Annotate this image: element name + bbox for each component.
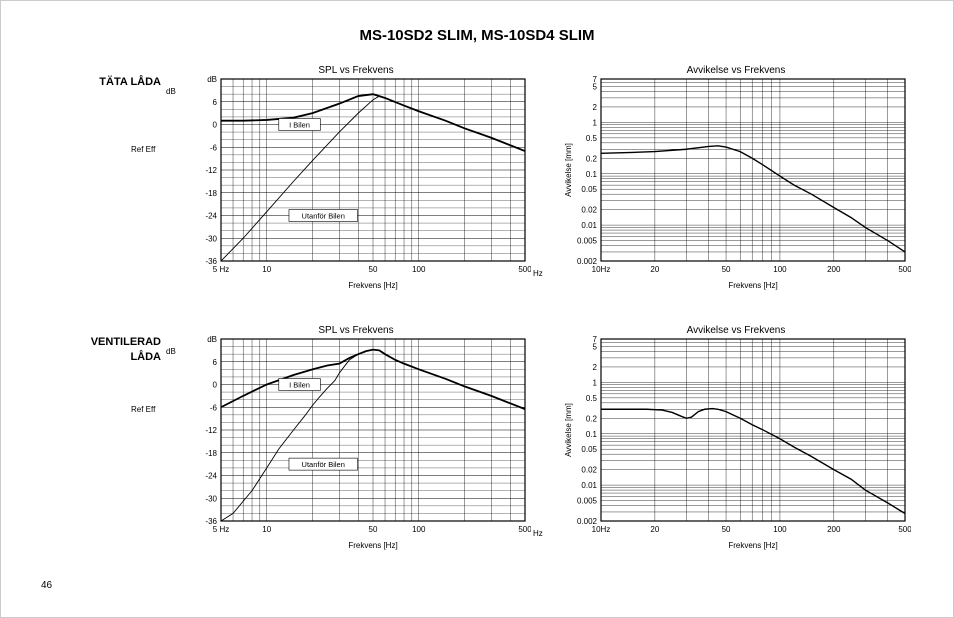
- svg-text:1: 1: [593, 378, 598, 387]
- svg-text:Frekvens [Hz]: Frekvens [Hz]: [348, 281, 397, 290]
- svg-text:0.05: 0.05: [581, 185, 597, 194]
- svg-text:10: 10: [262, 265, 271, 274]
- chart-avvikelse-sealed: Avvikelse vs Frekvens 10Hz 20 50 100 200 500 Fr…: [561, 61, 911, 291]
- svg-text:200: 200: [827, 525, 841, 534]
- svg-text:SPL vs Frekvens: SPL vs Frekvens: [318, 65, 393, 76]
- svg-text:-36: -36: [205, 257, 217, 266]
- db-unit-1: dB: [166, 87, 176, 96]
- svg-text:100: 100: [412, 525, 426, 534]
- svg-text:Utanför Bilen: Utanför Bilen: [302, 212, 345, 221]
- svg-text:7: 7: [593, 75, 598, 84]
- svg-text:I Bilen: I Bilen: [289, 381, 310, 390]
- db-unit-2: dB: [166, 347, 176, 356]
- svg-text:0.2: 0.2: [586, 154, 598, 163]
- svg-text:500: 500: [898, 265, 911, 274]
- svg-text:-30: -30: [205, 494, 217, 503]
- svg-text:1: 1: [593, 118, 598, 127]
- svg-text:0.05: 0.05: [581, 445, 597, 454]
- ref-eff-1: Ref Eff: [131, 145, 155, 154]
- svg-text:dB: dB: [207, 335, 217, 344]
- svg-text:Frekvens [Hz]: Frekvens [Hz]: [728, 541, 777, 550]
- svg-text:100: 100: [773, 265, 787, 274]
- svg-text:I Bilen: I Bilen: [289, 121, 310, 130]
- svg-text:-18: -18: [205, 189, 217, 198]
- svg-text:0.005: 0.005: [577, 497, 598, 506]
- svg-text:5 Hz: 5 Hz: [213, 265, 229, 274]
- svg-text:0.02: 0.02: [581, 466, 597, 475]
- svg-text:500: 500: [518, 525, 531, 534]
- svg-text:-24: -24: [205, 472, 217, 481]
- svg-text:-12: -12: [205, 166, 217, 175]
- svg-text:-6: -6: [210, 403, 218, 412]
- svg-text:50: 50: [722, 525, 731, 534]
- svg-text:0.002: 0.002: [577, 257, 598, 266]
- chart-avvikelse-vented: Avvikelse vs Frekvens 10Hz 20 50 100 200 500 Fr…: [561, 321, 911, 551]
- section1-label: TÄTA LÅDA: [61, 76, 161, 88]
- svg-text:-12: -12: [205, 426, 217, 435]
- svg-text:-30: -30: [205, 234, 217, 243]
- svg-text:6: 6: [213, 358, 218, 367]
- svg-text:7: 7: [593, 335, 598, 344]
- svg-text:0.5: 0.5: [586, 394, 598, 403]
- svg-text:10: 10: [262, 525, 271, 534]
- svg-text:Avvikelse vs Frekvens: Avvikelse vs Frekvens: [687, 65, 786, 76]
- svg-text:Frekvens [Hz]: Frekvens [Hz]: [728, 281, 777, 290]
- svg-text:50: 50: [369, 525, 378, 534]
- svg-text:0: 0: [213, 121, 218, 130]
- svg-text:-36: -36: [205, 517, 217, 526]
- svg-text:Frekvens [Hz]: Frekvens [Hz]: [348, 541, 397, 550]
- svg-text:Avvikelse [mm]: Avvikelse [mm]: [564, 403, 573, 457]
- svg-text:0: 0: [213, 381, 218, 390]
- svg-text:0.002: 0.002: [577, 517, 598, 526]
- page-title: MS-10SD2 SLIM, MS-10SD4 SLIM: [1, 27, 953, 44]
- page-number: 46: [41, 580, 52, 591]
- section2-label-b: LÅDA: [61, 351, 161, 363]
- svg-text:500: 500: [518, 265, 531, 274]
- svg-text:0.01: 0.01: [581, 481, 597, 490]
- hz-unit-2: Hz: [533, 529, 543, 538]
- section2-label-a: VENTILERAD: [61, 336, 161, 348]
- svg-text:-18: -18: [205, 449, 217, 458]
- svg-text:10Hz: 10Hz: [592, 525, 611, 534]
- svg-text:6: 6: [213, 98, 218, 107]
- svg-text:100: 100: [773, 525, 787, 534]
- svg-text:Avvikelse vs Frekvens: Avvikelse vs Frekvens: [687, 325, 786, 336]
- svg-text:10Hz: 10Hz: [592, 265, 611, 274]
- svg-text:Utanför Bilen: Utanför Bilen: [302, 460, 345, 469]
- svg-text:5 Hz: 5 Hz: [213, 525, 229, 534]
- svg-text:0.1: 0.1: [586, 430, 598, 439]
- svg-text:0.02: 0.02: [581, 206, 597, 215]
- hz-unit-1: Hz: [533, 269, 543, 278]
- svg-text:0.01: 0.01: [581, 221, 597, 230]
- svg-text:2: 2: [593, 103, 598, 112]
- svg-text:dB: dB: [207, 75, 217, 84]
- svg-text:0.1: 0.1: [586, 170, 598, 179]
- svg-text:SPL vs Frekvens: SPL vs Frekvens: [318, 325, 393, 336]
- svg-text:20: 20: [650, 265, 659, 274]
- svg-text:100: 100: [412, 265, 426, 274]
- svg-text:-24: -24: [205, 212, 217, 221]
- svg-text:0.005: 0.005: [577, 237, 598, 246]
- svg-text:0.2: 0.2: [586, 414, 598, 423]
- chart-spl-vented: SPL vs Frekvens 5 Hz 10 50 100 500 Frekvens [H…: [181, 321, 531, 551]
- svg-text:500: 500: [898, 525, 911, 534]
- svg-text:20: 20: [650, 525, 659, 534]
- svg-text:-6: -6: [210, 143, 218, 152]
- ref-eff-2: Ref Eff: [131, 405, 155, 414]
- svg-text:Avvikelse [mm]: Avvikelse [mm]: [564, 143, 573, 197]
- svg-text:0.5: 0.5: [586, 134, 598, 143]
- svg-text:50: 50: [722, 265, 731, 274]
- svg-text:2: 2: [593, 363, 598, 372]
- svg-text:50: 50: [369, 265, 378, 274]
- svg-text:200: 200: [827, 265, 841, 274]
- chart-spl-sealed: SPL vs Frekvens 5 Hz 10 50 100 500 Frekvens [H…: [181, 61, 531, 291]
